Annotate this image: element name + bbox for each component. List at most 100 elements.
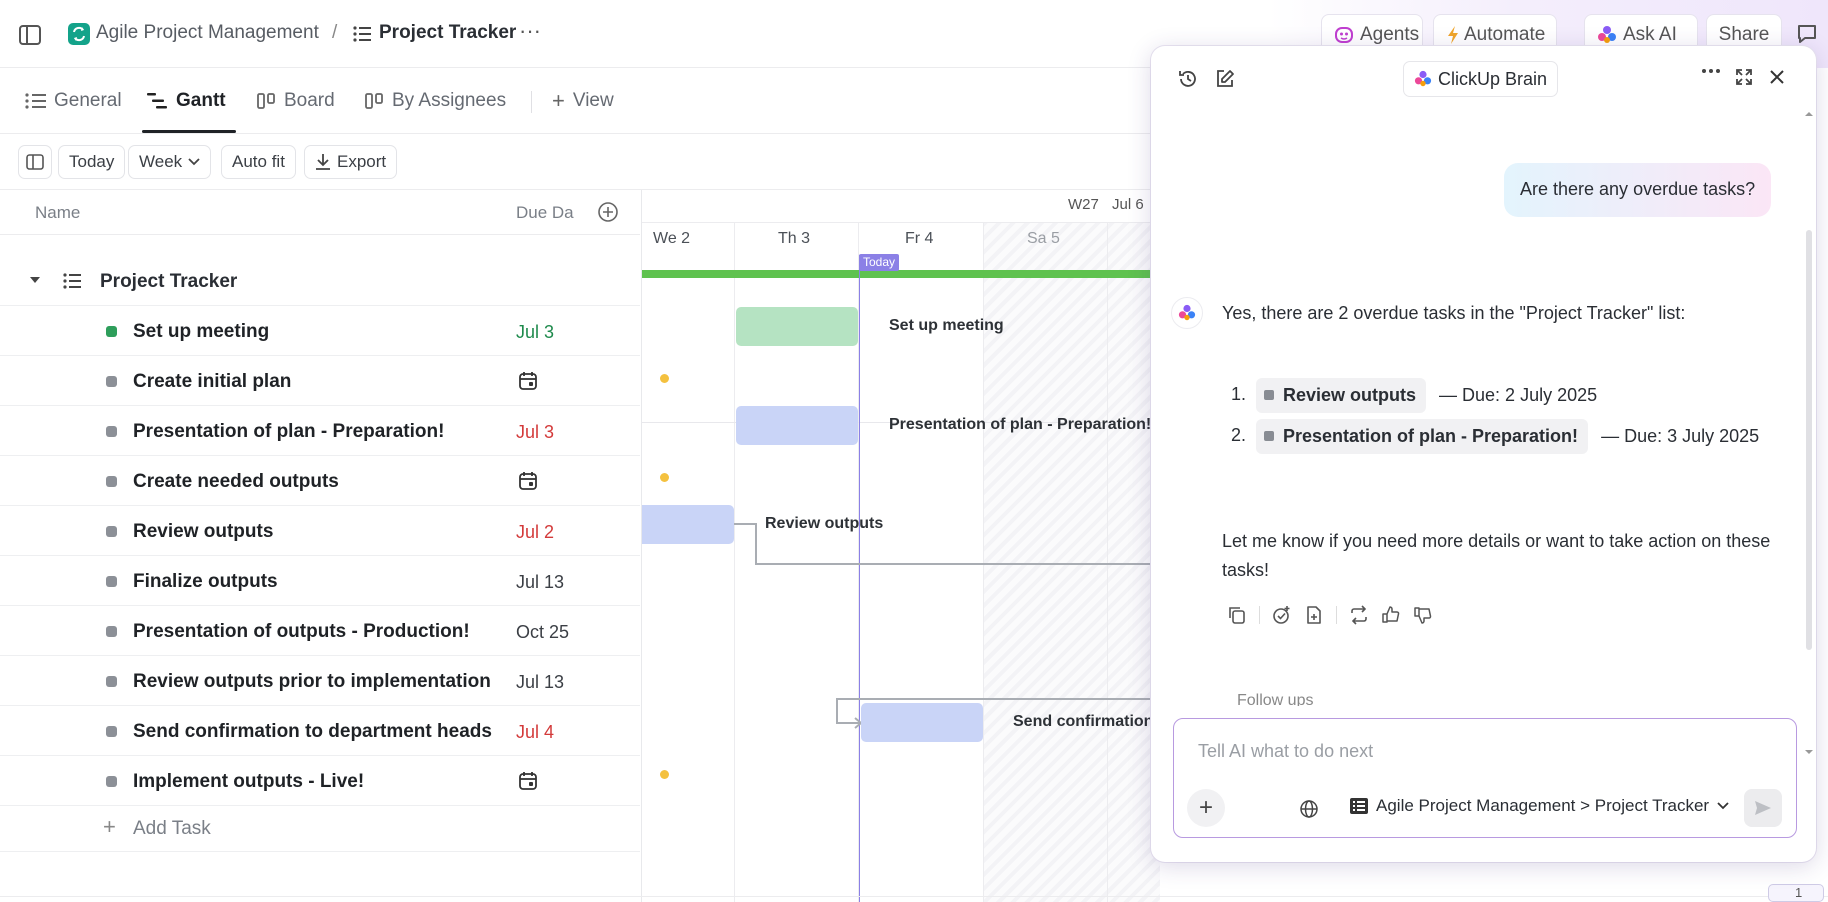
task-row[interactable]: Create initial plan [0, 356, 640, 406]
add-view-button[interactable]: + View [552, 90, 614, 112]
plus-icon: + [103, 814, 116, 839]
status-square-icon[interactable] [106, 476, 117, 487]
context-selector[interactable]: Agile Project Management > Project Track… [1350, 796, 1729, 816]
week-label: Week [139, 152, 183, 171]
group-row[interactable]: Project Tracker [0, 256, 640, 306]
task-row[interactable]: Implement outputs - Live! [0, 756, 640, 806]
task-due-date[interactable]: Jul 2 [516, 522, 555, 542]
breadcrumb-space[interactable]: Agile Project Management [96, 22, 319, 43]
task-name[interactable]: Finalize outputs [133, 571, 278, 592]
follow-ups-heading: Follow ups [1237, 686, 1313, 706]
status-square-icon[interactable] [106, 526, 117, 537]
auto-fit-label: Auto fit [232, 152, 285, 171]
copy-icon[interactable] [1227, 605, 1247, 625]
gantt-bar-presentation-of-plan[interactable] [736, 406, 858, 445]
more-icon[interactable] [1701, 68, 1721, 74]
gantt-bar-send-confirmation[interactable] [861, 703, 983, 742]
status-square-icon[interactable] [106, 776, 117, 787]
create-task-icon[interactable] [1272, 605, 1292, 625]
task-name[interactable]: Review outputs prior to implementation [133, 671, 491, 692]
task-row[interactable]: Set up meeting Jul 3 [0, 306, 640, 356]
comment-icon[interactable] [1795, 22, 1819, 46]
task-due-date[interactable]: Jul 13 [516, 572, 565, 592]
add-task-row[interactable]: + Add Task [0, 806, 640, 852]
calendar-icon[interactable] [518, 371, 538, 391]
task-name[interactable]: Review outputs [133, 521, 274, 542]
more-options-icon[interactable]: ··· [519, 18, 541, 43]
task-row[interactable]: Review outputs Jul 2 [0, 506, 640, 556]
task-row[interactable]: Send confirmation to department heads Jul… [0, 706, 640, 756]
close-icon[interactable] [1768, 68, 1786, 86]
status-square-icon[interactable] [106, 376, 117, 387]
week-dropdown[interactable]: Week [128, 145, 212, 179]
history-icon[interactable] [1177, 68, 1199, 90]
status-square-icon[interactable] [106, 426, 117, 437]
task-name[interactable]: Create needed outputs [133, 471, 339, 492]
chevron-up-icon [1805, 112, 1813, 116]
name-column-header[interactable]: Name [35, 203, 81, 222]
create-doc-icon[interactable] [1304, 605, 1324, 625]
status-square-icon[interactable] [106, 676, 117, 687]
toggle-list-panel-button[interactable] [18, 145, 52, 179]
task-row[interactable]: Presentation of plan - Preparation! Jul 3 [0, 406, 640, 456]
gantt-bar-review-outputs[interactable] [642, 505, 734, 544]
status-square-icon[interactable] [106, 326, 117, 337]
add-column-icon[interactable] [597, 201, 619, 223]
tab-gantt[interactable]: Gantt [146, 90, 226, 112]
scrollbar-thumb[interactable] [1806, 230, 1812, 650]
notification-count: 1 [1795, 885, 1803, 900]
calendar-icon[interactable] [518, 471, 538, 491]
gantt-bar-set-up-meeting[interactable] [736, 307, 858, 346]
task-name[interactable]: Implement outputs - Live! [133, 771, 365, 792]
task-chip[interactable]: Review outputs [1256, 378, 1427, 413]
attach-plus-icon[interactable]: + [1187, 789, 1225, 827]
globe-icon[interactable] [1299, 799, 1319, 819]
task-row[interactable]: Create needed outputs [0, 456, 640, 506]
ai-reply-outro: Let me know if you need more details or … [1222, 531, 1771, 580]
task-name[interactable]: Set up meeting [133, 321, 270, 342]
task-row[interactable]: Finalize outputs Jul 13 [0, 556, 640, 606]
task-due-date[interactable]: Jul 13 [516, 672, 565, 692]
task-name[interactable]: Presentation of plan - Preparation! [133, 421, 445, 442]
milestone-dot[interactable] [660, 770, 669, 779]
chat-input-box[interactable]: Tell AI what to do next + Agile Project … [1173, 718, 1797, 838]
status-square-icon[interactable] [106, 726, 117, 737]
expand-icon[interactable] [1735, 68, 1753, 86]
task-due-date[interactable]: Jul 4 [516, 722, 555, 742]
active-tab-underline [142, 130, 236, 133]
model-selector[interactable]: ClickUp Brain [1403, 61, 1559, 97]
milestone-dot[interactable] [660, 374, 669, 383]
milestone-dot[interactable] [660, 473, 669, 482]
chat-input-placeholder[interactable]: Tell AI what to do next [1198, 741, 1374, 761]
task-due-date[interactable]: Oct 25 [516, 622, 570, 642]
task-row[interactable]: Review outputs prior to implementation Ju… [0, 656, 640, 706]
breadcrumb-list[interactable]: Project Tracker [379, 22, 517, 43]
task-name[interactable]: Presentation of outputs - Production! [133, 621, 470, 642]
task-row[interactable]: Presentation of outputs - Production! Oct… [0, 606, 640, 656]
task-chip[interactable]: Presentation of plan - Preparation! [1256, 419, 1589, 454]
status-square-icon[interactable] [106, 626, 117, 637]
tab-board[interactable]: Board [256, 90, 335, 112]
thumbs-up-icon[interactable] [1381, 605, 1401, 625]
sidebar-toggle-icon[interactable] [18, 24, 42, 46]
today-button[interactable]: Today [58, 145, 126, 179]
day-label: Fr 4 [905, 230, 934, 247]
tab-by-assignees[interactable]: By Assignees [364, 90, 506, 112]
thumbs-down-icon[interactable] [1413, 605, 1433, 625]
task-due-date[interactable]: Jul 3 [516, 322, 555, 342]
retry-icon[interactable] [1349, 605, 1369, 625]
new-chat-icon[interactable] [1214, 68, 1236, 90]
chat-scrollbar[interactable] [1805, 110, 1813, 754]
notification-badge[interactable]: 1 [1768, 884, 1824, 902]
send-icon[interactable] [1744, 789, 1782, 827]
auto-fit-button[interactable]: Auto fit [221, 145, 296, 179]
caret-down-icon[interactable] [29, 276, 41, 284]
task-name[interactable]: Create initial plan [133, 371, 292, 392]
due-date-column-header[interactable]: Due Da [516, 203, 574, 222]
task-name[interactable]: Send confirmation to department heads [133, 721, 492, 742]
export-button[interactable]: Export [304, 145, 398, 179]
tab-general[interactable]: General [24, 90, 122, 112]
calendar-icon[interactable] [518, 771, 538, 791]
task-due-date[interactable]: Jul 3 [516, 422, 555, 442]
status-square-icon[interactable] [106, 576, 117, 587]
